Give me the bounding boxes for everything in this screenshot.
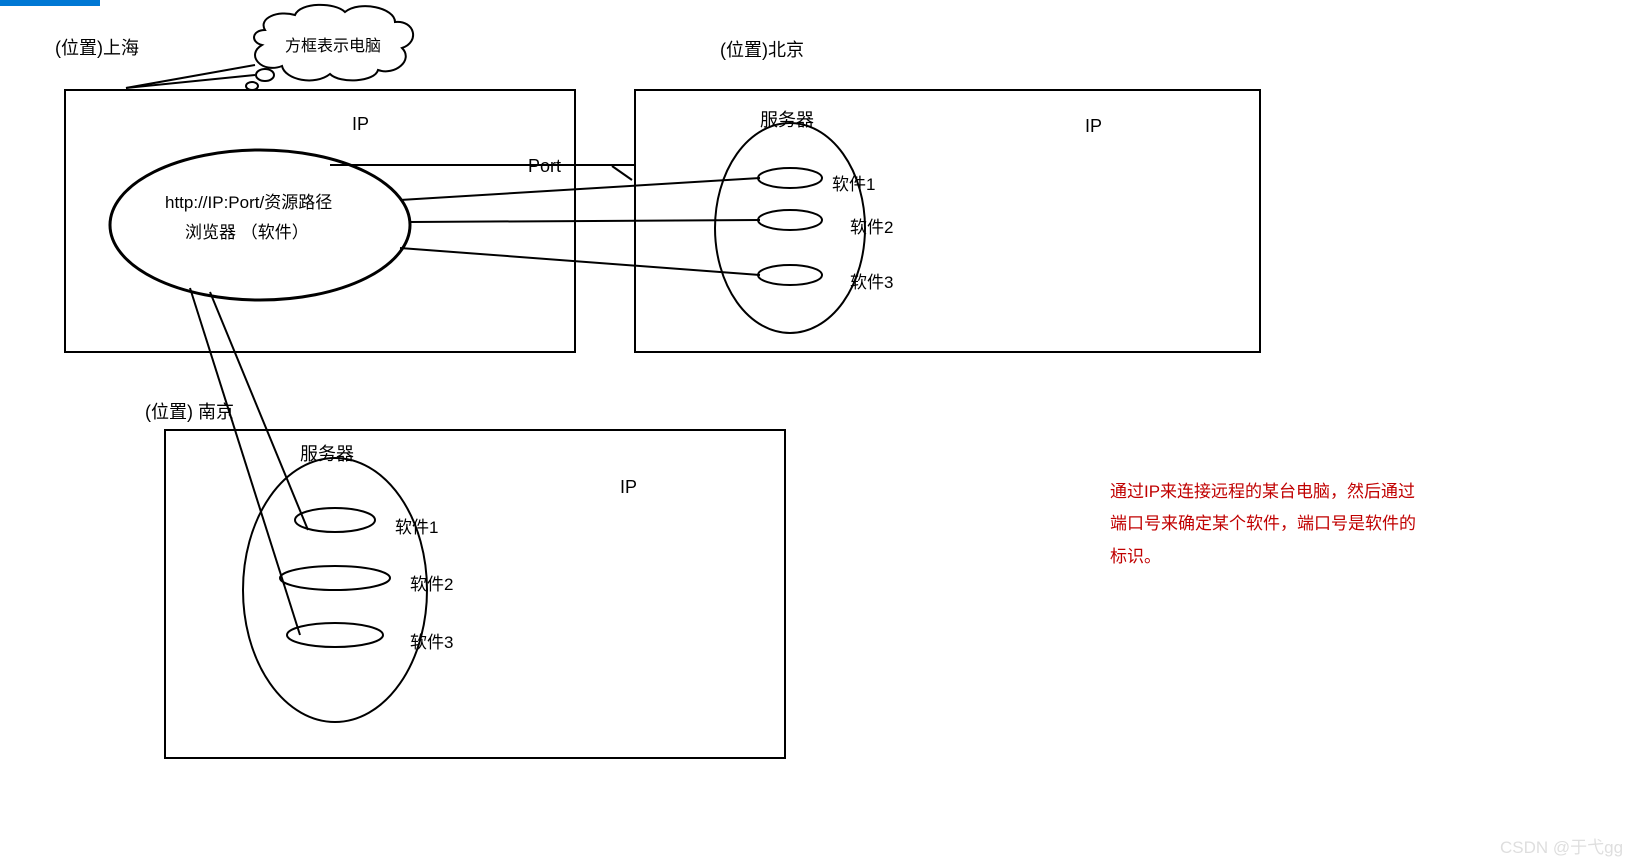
nj-sw2-label: 软件2	[410, 570, 453, 595]
browser-label: 浏览器 （软件）	[185, 218, 309, 243]
watermark: CSDN @于弋gg	[1500, 833, 1623, 858]
bj-sw3-ellipse	[758, 265, 822, 285]
ip-label-sh: IP	[352, 114, 369, 135]
port-to-sw3	[400, 248, 760, 275]
ip-label-bj: IP	[1085, 116, 1102, 137]
explanation-note: 通过IP来连接远程的某台电脑，然后通过端口号来确定某个软件，端口号是软件的标识。	[1110, 476, 1430, 573]
cloud-dot-1	[256, 69, 274, 81]
to-nj-a	[190, 288, 300, 635]
port-to-sw1	[400, 178, 760, 200]
nanjing-label: (位置) 南京	[145, 398, 234, 424]
bj-sw2-ellipse	[758, 210, 822, 230]
bj-sw2-label: 软件2	[850, 213, 893, 238]
bj-sw1-ellipse	[758, 168, 822, 188]
cloud-dot-2	[246, 82, 258, 90]
beijing-label: (位置)北京	[720, 36, 804, 62]
bj-sw1-label: 软件1	[832, 170, 875, 195]
server-label-nj: 服务器	[300, 440, 354, 466]
ip-label-nj: IP	[620, 477, 637, 498]
bj-sw3-label: 软件3	[850, 268, 893, 293]
port-label: Port	[528, 156, 561, 177]
nj-sw3-label: 软件3	[410, 628, 453, 653]
cloud-text: 方框表示电脑	[285, 32, 381, 56]
port-to-sw2	[410, 220, 760, 222]
nj-sw1-label: 软件1	[395, 513, 438, 538]
diagram-svg	[0, 0, 1648, 862]
server-label-bj: 服务器	[760, 106, 814, 132]
url-label: http://IP:Port/资源路径	[165, 188, 332, 213]
nj-sw3-ellipse	[287, 623, 383, 647]
short-tick	[612, 166, 632, 180]
box-nanjing	[165, 430, 785, 758]
server-bj-ellipse	[715, 123, 865, 333]
nj-sw2-ellipse	[280, 566, 390, 590]
shanghai-label: (位置)上海	[55, 34, 139, 60]
